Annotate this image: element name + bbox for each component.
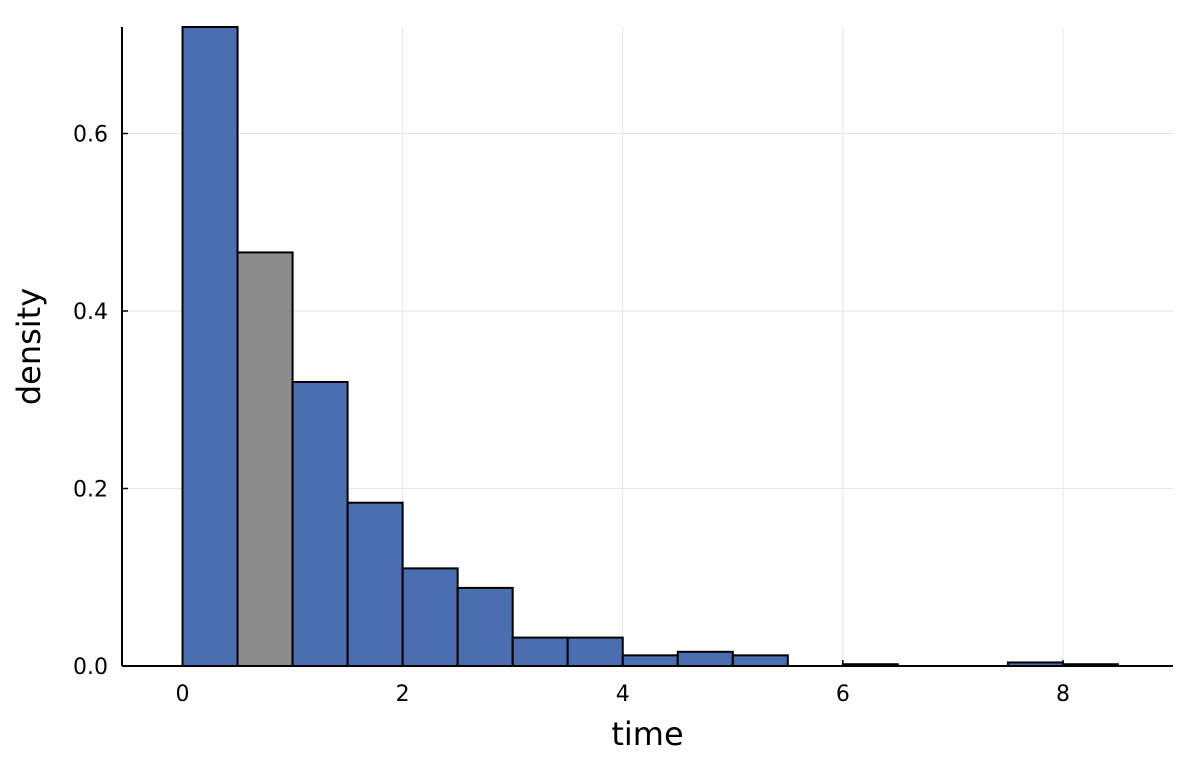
x-tick-label: 4: [616, 682, 630, 707]
y-axis-title: density: [10, 288, 48, 405]
x-tick-label: 8: [1056, 682, 1070, 707]
histogram-bar: [346, 501, 404, 668]
histogram-bar: [181, 26, 239, 667]
histogram-bar: [621, 654, 679, 667]
histogram-bar: [676, 650, 734, 667]
x-tick-label: 6: [836, 682, 850, 707]
histogram-bar: [731, 654, 789, 667]
y-tick-label: 0.0: [73, 655, 108, 680]
y-tick-label: 0.2: [73, 478, 108, 503]
histogram-bar: [566, 636, 624, 667]
histogram-bar: [291, 381, 349, 667]
y-tick-label: 0.4: [73, 300, 108, 325]
x-tick-label: 0: [176, 682, 190, 707]
histogram-bar: [456, 586, 514, 668]
highlighted-histogram-bar: [236, 251, 294, 668]
histogram-bar: [401, 567, 459, 667]
tick-marks: [122, 132, 1064, 667]
x-tick-label: 2: [396, 682, 410, 707]
y-tick-label: 0.6: [73, 123, 108, 148]
tick-labels: 0 2 4 6 8 0.0 0.2 0.4 0.6: [73, 123, 1070, 708]
x-axis-title: time: [611, 715, 683, 753]
histogram-bar: [511, 636, 569, 667]
histogram-bars: [181, 26, 1119, 668]
